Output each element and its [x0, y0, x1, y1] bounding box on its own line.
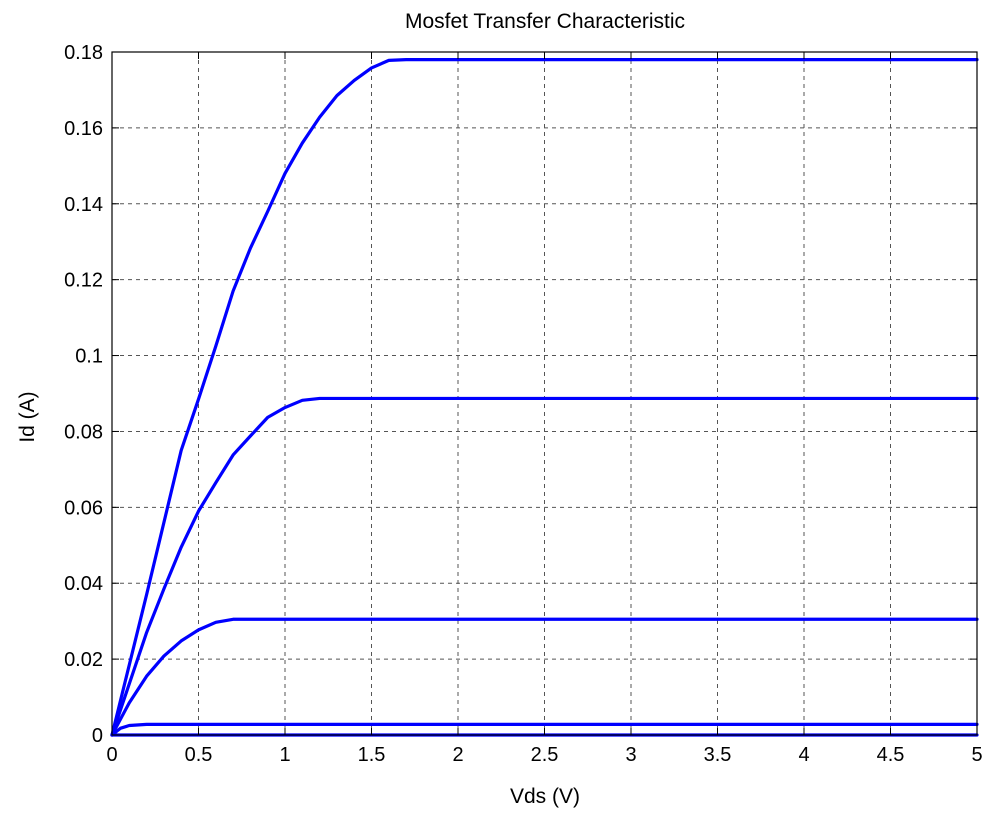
y-tick-label: 0.04: [64, 573, 103, 595]
series-line-4: [110, 396, 979, 737]
x-axis-label: Vds (V): [510, 785, 580, 808]
axes: [111, 51, 978, 736]
plot-area: [112, 52, 977, 735]
x-tick-label: 5: [971, 744, 982, 766]
y-tick-label: 0.08: [64, 421, 103, 443]
tick-labels: 0 0.5 1 1.5 2 2.5 3 3.5 4 4.5 5 0 0.02 0.04 0.06 0.08 0.…: [64, 42, 983, 766]
y-tick-label: 0.12: [64, 270, 103, 292]
series-line-3: [110, 617, 979, 737]
x-tick-label: 1: [279, 744, 290, 766]
series-line-5: [110, 57, 979, 737]
x-tick-label: 0.5: [185, 744, 213, 766]
y-tick-label: 0: [92, 725, 103, 747]
chart-title: Mosfet Transfer Characteristic: [405, 10, 685, 33]
x-tick-label: 3.5: [704, 744, 732, 766]
x-tick-label: 2: [452, 744, 463, 766]
series-line-2: [110, 722, 979, 737]
x-tick-label: 2.5: [531, 744, 559, 766]
y-tick-label: 0.14: [64, 194, 103, 216]
axes-box: [111, 51, 978, 736]
y-tick-label: 0.06: [64, 497, 103, 519]
x-tick-label: 0: [106, 744, 117, 766]
y-tick-label: 0.1: [75, 346, 103, 368]
grid-lines: [112, 52, 977, 735]
y-tick-label: 0.02: [64, 649, 103, 671]
x-tick-label: 1.5: [358, 744, 386, 766]
y-axis-label: Id (A): [16, 391, 39, 442]
x-tick-label: 4.5: [877, 744, 905, 766]
x-tick-label: 4: [798, 744, 809, 766]
x-tick-label: 3: [625, 744, 636, 766]
y-tick-label: 0.18: [64, 42, 103, 64]
y-tick-label: 0.16: [64, 118, 103, 140]
